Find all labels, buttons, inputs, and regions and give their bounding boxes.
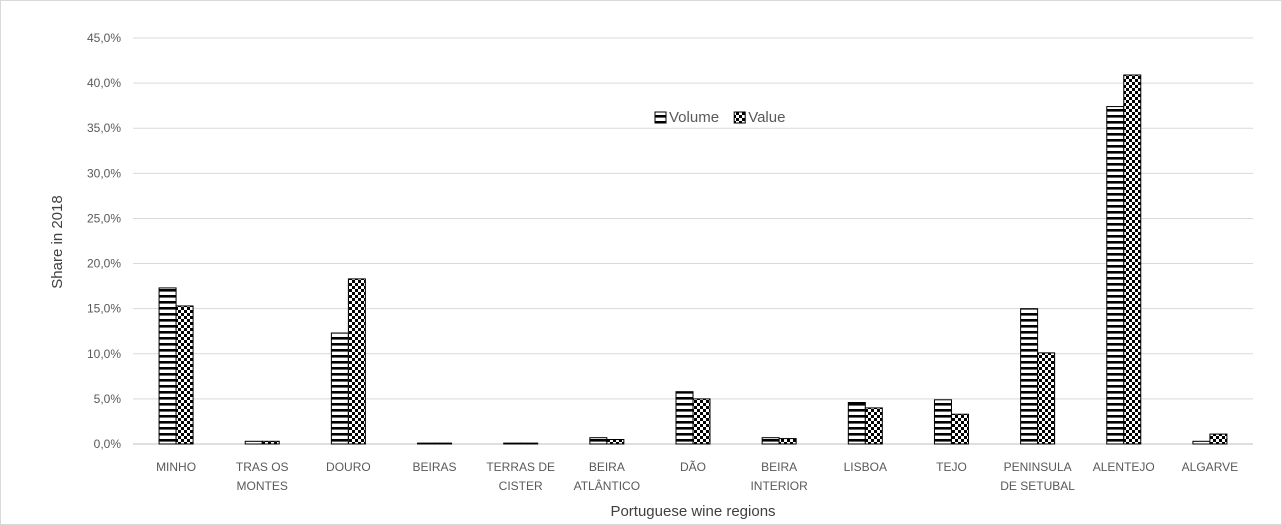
x-category-label: TERRAS DE <box>486 460 555 474</box>
bar-volume <box>158 287 177 445</box>
x-category-label: BEIRAS <box>413 460 457 474</box>
x-category-label: BEIRA <box>589 460 625 474</box>
bar-volume <box>1192 440 1211 445</box>
bar-volume <box>1106 106 1125 445</box>
y-tick-label: 20,0% <box>87 257 121 271</box>
bar-volume <box>933 399 952 445</box>
y-tick-label: 35,0% <box>87 121 121 135</box>
bar-value <box>778 438 797 445</box>
bar-value <box>1037 352 1056 445</box>
y-tick-label: 15,0% <box>87 302 121 316</box>
x-category-label: DÃO <box>680 460 706 474</box>
bar-value <box>520 442 539 445</box>
x-category-label: ALGARVE <box>1182 460 1238 474</box>
x-axis-title: Portuguese wine regions <box>610 503 775 520</box>
x-category-label: PENINSULA <box>1004 460 1072 474</box>
y-tick-label: 40,0% <box>87 76 121 90</box>
bar-value <box>261 440 280 445</box>
bar-volume <box>244 440 263 445</box>
gridlines <box>133 37 1253 445</box>
bar-value <box>434 442 453 445</box>
bar-volume <box>675 391 694 445</box>
y-tick-label: 5,0% <box>94 392 122 406</box>
x-category-label: LISBOA <box>844 460 887 474</box>
bar-value <box>1209 433 1228 445</box>
y-tick-label: 0,0% <box>94 437 122 451</box>
x-axis-category-labels: MINHO TRAS OS MONTES DOURO BEIRAS TERRAS DE CI… <box>156 460 1238 493</box>
bar-volume <box>417 442 436 445</box>
bar-volume <box>503 442 522 445</box>
x-category-label: INTERIOR <box>750 479 808 493</box>
legend-label-value: Value <box>748 109 785 126</box>
bar-value <box>175 305 194 445</box>
y-tick-label: 10,0% <box>87 347 121 361</box>
bar-value <box>864 407 883 445</box>
x-category-label: DE SETUBAL <box>1000 479 1075 493</box>
x-category-label: BEIRA <box>761 460 797 474</box>
y-axis-ticks: 0,0% 5,0% 10,0% 15,0% 20,0% 25,0% 30,0% 35,0% 40… <box>87 31 121 451</box>
bar-value <box>606 438 625 445</box>
x-category-label: MONTES <box>237 479 288 493</box>
bar-value <box>347 278 366 445</box>
legend: Volume Value <box>654 109 785 126</box>
bar-volume <box>761 437 780 445</box>
bar-volume <box>589 437 608 445</box>
y-axis-title: Share in 2018 <box>49 195 66 288</box>
bar-value <box>692 398 711 445</box>
y-tick-label: 30,0% <box>87 166 121 180</box>
x-category-label: CISTER <box>499 479 543 493</box>
bar-value <box>1123 74 1142 445</box>
x-category-label: DOURO <box>326 460 371 474</box>
x-category-label: TEJO <box>936 460 967 474</box>
bars <box>158 74 1228 445</box>
y-tick-label: 45,0% <box>87 31 121 45</box>
legend-label-volume: Volume <box>669 109 719 126</box>
legend-swatch-volume <box>654 111 667 124</box>
x-category-label: MINHO <box>156 460 196 474</box>
bar-volume <box>847 401 866 445</box>
legend-swatch-value <box>733 111 746 124</box>
x-category-label: TRAS OS <box>236 460 289 474</box>
x-category-label: ATLÂNTICO <box>574 478 640 493</box>
bar-volume <box>330 332 349 445</box>
bar-volume <box>1020 308 1039 445</box>
bar-value <box>950 413 969 445</box>
y-tick-label: 25,0% <box>87 211 121 225</box>
x-category-label: ALENTEJO <box>1093 460 1155 474</box>
